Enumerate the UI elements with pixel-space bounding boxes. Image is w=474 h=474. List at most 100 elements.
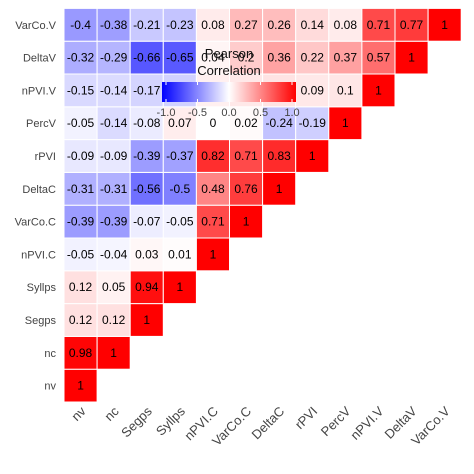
cell-value-label: -0.29 [100, 51, 128, 65]
y-axis-labels: nv nc Segps Syllps nPVI.C VarCo.C DeltaC rPVI Pe… [15, 20, 57, 393]
cell-value-label: 0.94 [135, 280, 159, 294]
cell-value-label: -0.56 [133, 182, 161, 196]
heatmap-cell [129, 40, 164, 75]
heatmap-cell [129, 270, 164, 305]
y-tick-label: Segps [25, 315, 57, 327]
cell-value-label: 0.76 [234, 182, 258, 196]
heatmap-cell [229, 7, 264, 42]
cell-value-label: -0.08 [133, 116, 161, 130]
heatmap-cell [162, 139, 197, 173]
cell-value-label: 1 [243, 215, 250, 229]
cell-value-label: 0.01 [168, 247, 192, 261]
heatmap-cell [195, 40, 230, 75]
cell-value-label: 0.48 [201, 182, 225, 196]
cell-value-label: 0.02 [234, 116, 258, 130]
heatmap-cell [96, 7, 131, 42]
heatmap-cell [129, 7, 164, 42]
legend-ticks: -1.0 -0.5 0.0 0.5 1.0 [157, 82, 300, 119]
color-legend: Pearson Correlation -1.0 -0.5 0.0 0.5 1.0 [157, 46, 300, 119]
legend-colorbar [162, 82, 296, 102]
cell-value-label: -0.17 [133, 83, 161, 97]
y-tick-label: DeltaV [23, 53, 57, 65]
cell-value-label: -0.38 [100, 18, 128, 32]
y-tick-label: nPVI.V [22, 85, 57, 97]
heatmap-cell [129, 139, 164, 173]
cell-value-label: 1 [375, 83, 382, 97]
cell-value-label: -0.31 [67, 182, 95, 196]
y-tick-label: nPVI.C [21, 249, 56, 261]
cell-value-label: -0.21 [133, 18, 161, 32]
heatmap-cell [63, 139, 98, 173]
y-tick-label: nv [44, 381, 56, 393]
heatmap-cell [63, 204, 98, 239]
cell-value-label: 0.08 [201, 18, 225, 32]
cell-value-label: 1 [143, 313, 150, 327]
y-tick-label: nc [44, 348, 56, 360]
cell-value-label: -0.05 [67, 247, 95, 261]
cell-value-label: -0.39 [100, 215, 128, 229]
legend-tick-label: 1.0 [284, 107, 299, 119]
heatmap-cell [229, 171, 264, 206]
heatmap-cell [96, 335, 131, 370]
cell-value-label: 0.26 [267, 18, 291, 32]
cell-value-label: -0.19 [299, 116, 327, 130]
y-tick-label: VarCo.V [15, 20, 56, 32]
cell-value-label: 0.12 [69, 313, 93, 327]
heatmap-cell [96, 204, 131, 239]
cell-value-label: 0 [210, 116, 217, 130]
heatmap-cell [129, 73, 164, 108]
heatmap-cell [162, 106, 197, 141]
x-tick-label: Segps [118, 403, 155, 440]
legend-title-line2: Correlation [197, 63, 261, 78]
cell-value-label: 0.98 [69, 346, 93, 360]
cell-value-label: 0.27 [234, 18, 258, 32]
cell-value-label: -0.31 [100, 182, 128, 196]
cell-value-label: -0.65 [166, 51, 194, 65]
y-tick-label: PercV [26, 118, 57, 130]
heatmap-cell [229, 204, 264, 239]
cell-value-label: -0.05 [166, 215, 194, 229]
legend-tick-label: 0.5 [253, 107, 268, 119]
heatmap-cell [63, 7, 98, 42]
cell-value-label: 0.08 [334, 18, 358, 32]
legend-title-line1: Pearson [205, 46, 253, 61]
cell-value-label: -0.39 [133, 149, 161, 163]
cell-value-label: 1 [210, 247, 217, 261]
cell-value-label: 1 [309, 149, 316, 163]
legend-tick-label: -1.0 [157, 107, 176, 119]
heatmap-cell [361, 7, 396, 42]
heatmap-cell [195, 106, 230, 141]
heatmap-cell [394, 7, 429, 42]
cell-value-label: 1 [177, 280, 184, 294]
cell-value-label: -0.5 [170, 182, 191, 196]
cell-value-label: 0.37 [334, 51, 358, 65]
cell-value-label: 0.57 [367, 51, 391, 65]
heatmap-cell [162, 7, 197, 42]
cell-value-label: -0.4 [70, 18, 91, 32]
cell-value-label: 0.04 [201, 51, 225, 65]
cell-value-label: 1 [441, 18, 448, 32]
cell-value-label: 0.07 [168, 116, 192, 130]
heatmap-cell [394, 40, 429, 75]
heatmap-cell [96, 106, 131, 141]
cell-value-label: 1 [408, 51, 415, 65]
y-tick-label: VarCo.C [15, 217, 56, 229]
cell-value-label: -0.14 [100, 116, 128, 130]
cell-value-label: -0.05 [67, 116, 95, 130]
cell-value-label: -0.15 [67, 83, 95, 97]
heatmap-cell [328, 7, 363, 42]
legend-tick-label: 0.0 [221, 107, 236, 119]
cell-value-label: 0.77 [400, 18, 424, 32]
cell-value-label: -0.23 [166, 18, 194, 32]
legend-tick-label: -0.5 [188, 107, 207, 119]
heatmap-cell [295, 40, 330, 75]
heatmap-cell [129, 303, 164, 337]
heatmap-cell [162, 204, 197, 239]
x-tick-label: rPVI [292, 404, 320, 432]
heatmap-cell [96, 237, 131, 272]
y-tick-label: Syllps [27, 282, 57, 294]
heatmap-cell [63, 335, 98, 370]
cell-value-label: 0.82 [201, 149, 225, 163]
cell-value-label: 0.71 [367, 18, 391, 32]
